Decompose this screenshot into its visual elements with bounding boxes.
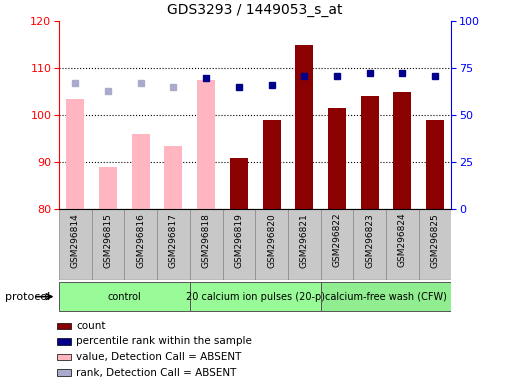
Text: GSM296818: GSM296818	[202, 213, 211, 268]
Bar	[57, 338, 71, 344]
Title: GDS3293 / 1449053_s_at: GDS3293 / 1449053_s_at	[167, 3, 343, 17]
Bar	[197, 80, 215, 209]
Bar	[99, 167, 117, 209]
Bar	[419, 209, 451, 280]
Text: GSM296817: GSM296817	[169, 213, 178, 268]
Text: protocol: protocol	[5, 291, 50, 302]
Text: GSM296819: GSM296819	[234, 213, 243, 268]
Text: percentile rank within the sample: percentile rank within the sample	[76, 336, 252, 346]
Text: GSM296825: GSM296825	[430, 213, 440, 268]
Text: GSM296820: GSM296820	[267, 213, 276, 268]
Text: count: count	[76, 321, 106, 331]
Bar	[295, 45, 313, 209]
Bar	[132, 134, 150, 209]
Bar	[321, 282, 451, 311]
Text: GSM296822: GSM296822	[332, 213, 342, 268]
Bar	[353, 209, 386, 280]
Bar	[223, 209, 255, 280]
Bar	[288, 209, 321, 280]
Bar	[426, 120, 444, 209]
Bar	[255, 209, 288, 280]
Bar	[57, 323, 71, 329]
Text: calcium-free wash (CFW): calcium-free wash (CFW)	[325, 291, 447, 302]
Bar	[66, 99, 84, 209]
Text: GSM296814: GSM296814	[71, 213, 80, 268]
Bar	[321, 209, 353, 280]
Bar	[361, 96, 379, 209]
Text: GSM296823: GSM296823	[365, 213, 374, 268]
Text: control: control	[108, 291, 141, 302]
Bar	[165, 146, 183, 209]
Bar	[393, 92, 411, 209]
Text: 20 calcium ion pulses (20-p): 20 calcium ion pulses (20-p)	[186, 291, 325, 302]
Bar	[190, 282, 321, 311]
Bar	[263, 120, 281, 209]
Bar	[328, 108, 346, 209]
Bar	[157, 209, 190, 280]
Text: value, Detection Call = ABSENT: value, Detection Call = ABSENT	[76, 352, 242, 362]
Bar	[230, 157, 248, 209]
Bar	[57, 354, 71, 360]
Text: GSM296816: GSM296816	[136, 213, 145, 268]
Bar	[124, 209, 157, 280]
Bar	[59, 209, 92, 280]
Bar	[92, 209, 125, 280]
Text: GSM296824: GSM296824	[398, 213, 407, 268]
Text: rank, Detection Call = ABSENT: rank, Detection Call = ABSENT	[76, 367, 236, 377]
Text: GSM296821: GSM296821	[300, 213, 309, 268]
Bar	[57, 369, 71, 376]
Text: GSM296815: GSM296815	[104, 213, 112, 268]
Bar	[190, 209, 223, 280]
Bar	[386, 209, 419, 280]
Bar	[59, 282, 190, 311]
